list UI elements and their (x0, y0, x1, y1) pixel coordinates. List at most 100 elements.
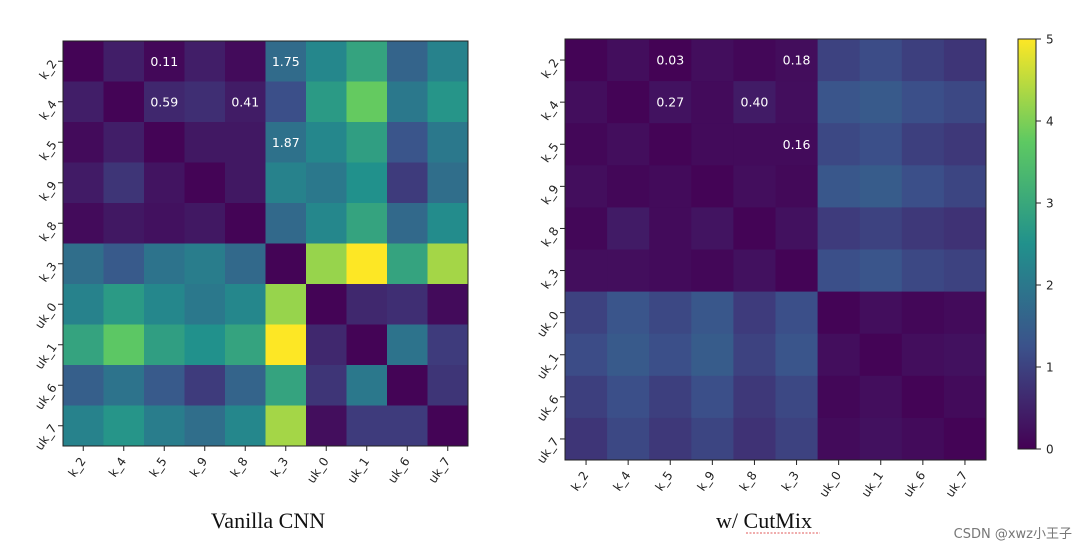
heatmap-cell (265, 405, 307, 447)
heatmap-cell (103, 122, 145, 163)
heatmap-cell (387, 41, 428, 82)
x-tick-label: k_8 (227, 455, 250, 480)
heatmap-cell (346, 122, 388, 163)
heatmap-cell (103, 203, 145, 244)
heatmap-cell (306, 243, 347, 285)
y-tick-label: k_3 (36, 260, 59, 285)
y-tick-label: uk_1 (534, 351, 562, 382)
colorbar-tick-label: 3 (1046, 197, 1054, 211)
heatmap-cell (691, 249, 734, 293)
y-tick-label: k_4 (36, 98, 59, 123)
x-tick-label: k_5 (146, 455, 169, 480)
heatmap-cell (733, 81, 776, 124)
heatmap-cell (184, 405, 226, 447)
heatmap-cell (775, 81, 819, 124)
heatmap-cell (387, 81, 428, 123)
heatmap-cell (565, 249, 608, 293)
heatmap-cell (607, 417, 650, 461)
heatmap-cell (565, 39, 608, 82)
heatmap-cell (144, 324, 185, 366)
heatmap-cell (859, 165, 903, 208)
heatmap-cell (775, 249, 819, 293)
heatmap-cell (817, 417, 861, 461)
y-tick-label: k_9 (538, 182, 561, 207)
colorbar-tick-label: 5 (1046, 33, 1054, 47)
heatmap-cell (63, 41, 104, 82)
heatmap-cell (691, 207, 734, 250)
heatmap-cell (265, 41, 307, 82)
y-tick-label: k_2 (36, 57, 59, 82)
heatmap-cell (427, 243, 469, 285)
heatmap-cell (607, 81, 650, 124)
heatmap-cell (63, 243, 104, 285)
heatmap-cell (943, 375, 987, 419)
heatmap-cell (943, 81, 987, 124)
colorbar-tick-label: 2 (1046, 279, 1054, 293)
heatmap-cell (733, 39, 776, 82)
heatmap-cell (184, 203, 226, 244)
heatmap-cell (346, 162, 388, 204)
heatmap-cell (565, 123, 608, 166)
y-tick-label: k_8 (538, 224, 561, 249)
heatmap-cell (943, 417, 987, 461)
heatmap-cell (901, 333, 945, 377)
cell-annotation: 1.75 (272, 54, 300, 69)
heatmap-cell (63, 203, 104, 244)
heatmap-cell (265, 81, 307, 123)
heatmap-cell (144, 162, 185, 204)
heatmap-cell (103, 41, 145, 82)
heatmap-cell (649, 333, 692, 377)
cell-annotation: 0.40 (741, 95, 769, 110)
heatmap-cell (225, 162, 266, 204)
heatmap-cell (387, 122, 428, 163)
heatmap-cell (607, 123, 650, 166)
heatmap-cell (775, 417, 819, 461)
heatmap-cell (859, 375, 903, 419)
heatmap-cell (901, 165, 945, 208)
x-tick-label: k_4 (610, 469, 633, 494)
heatmap-cell (859, 81, 903, 124)
heatmap-cell (649, 39, 692, 82)
heatmap-cell (306, 405, 347, 447)
heatmap-cell (103, 405, 145, 447)
heatmap-cell (691, 417, 734, 461)
heatmap-cell (306, 162, 347, 204)
heatmap-cell (306, 203, 347, 244)
x-tick-label: uk_6 (385, 455, 413, 486)
heatmap-cell (184, 243, 226, 285)
heatmap-cell (63, 284, 104, 325)
heatmap-cell (427, 284, 469, 325)
cell-annotation: 0.18 (783, 53, 811, 68)
heatmap-cell (265, 243, 307, 285)
heatmap-cell (346, 284, 388, 325)
heatmap-cell (565, 333, 608, 377)
heatmap-cell (184, 41, 226, 82)
heatmap-cell (901, 39, 945, 82)
heatmap-cutmix: 0.03 0.18 0.27 0.40 0.16 k_2 k_2 k_4 k_4 k_5 k_5 k_… (534, 38, 987, 500)
heatmap-cell (225, 41, 266, 82)
x-tick-label: uk_0 (304, 455, 332, 486)
heatmap-cell (691, 165, 734, 208)
heatmap-cell (387, 203, 428, 244)
heatmap-cell (144, 41, 185, 82)
x-tick-label: k_2 (568, 469, 591, 494)
y-tick-label: uk_7 (32, 422, 60, 453)
colorbar-gradient (1017, 38, 1037, 450)
heatmap-cell (225, 324, 266, 366)
cell-annotation: 0.16 (783, 137, 811, 152)
heatmap-cell (225, 365, 266, 406)
heatmap-cell (565, 375, 608, 419)
heatmap-cell (817, 333, 861, 377)
heatmap-cell (346, 405, 388, 447)
heatmap-cell (63, 162, 104, 204)
colorbar-tick-label: 1 (1046, 361, 1054, 375)
heatmap-cell (733, 123, 776, 166)
y-tick-label: k_9 (36, 179, 59, 204)
x-tick-label: uk_7 (426, 455, 454, 486)
heatmap-cell (943, 333, 987, 377)
heatmap-cell (184, 81, 226, 123)
y-tick-label: k_2 (538, 56, 561, 81)
heatmap-cell (306, 284, 347, 325)
heatmap-cell (943, 123, 987, 166)
